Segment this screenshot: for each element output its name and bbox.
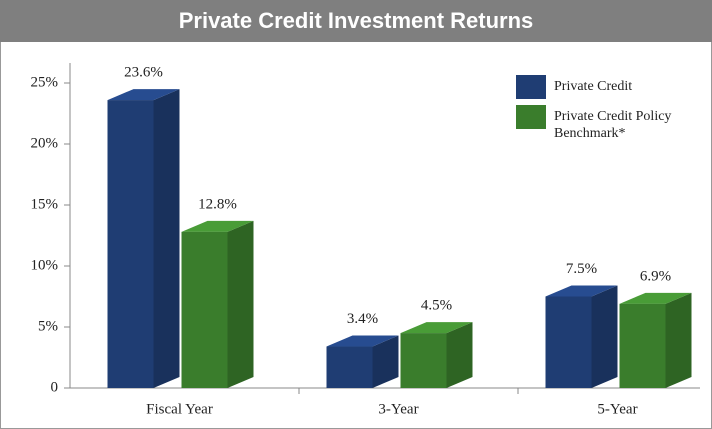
bar <box>107 89 180 388</box>
y-tick-label: 20% <box>31 135 59 151</box>
bar-front <box>400 333 447 388</box>
bar-top <box>181 220 254 232</box>
bar-top <box>619 292 692 304</box>
legend-label: Private Credit <box>554 79 633 94</box>
value-label: 23.6% <box>124 65 163 81</box>
bar-front <box>545 296 592 388</box>
bar <box>619 292 692 388</box>
bar-front <box>107 100 154 388</box>
y-tick-label: 15% <box>31 196 59 212</box>
y-tick-label: 25% <box>31 74 59 90</box>
legend-swatch <box>516 105 546 129</box>
y-tick-label: 5% <box>38 318 58 334</box>
bar-front <box>619 303 666 388</box>
bar-side <box>227 220 254 388</box>
bar-side <box>665 292 692 388</box>
x-tick-label: Fiscal Year <box>146 401 213 417</box>
value-label: 7.5% <box>566 261 597 277</box>
value-label: 4.5% <box>421 298 452 314</box>
bar-top <box>545 285 618 297</box>
bar-top <box>400 322 473 334</box>
value-label: 3.4% <box>347 311 378 327</box>
y-tick-label: 10% <box>31 257 59 273</box>
bar <box>400 322 473 388</box>
bar-top <box>107 89 180 101</box>
legend-label: Private Credit Policy Benchmark* <box>554 109 672 141</box>
x-tick-label: 5-Year <box>597 401 637 417</box>
bar-side <box>372 335 399 388</box>
bar-top <box>326 335 399 347</box>
bar <box>181 220 254 388</box>
chart-title: Private Credit Investment Returns <box>0 0 712 42</box>
bar-side <box>446 322 473 388</box>
x-tick-label: 3-Year <box>378 401 418 417</box>
bar-front <box>326 346 373 388</box>
bar <box>326 335 399 388</box>
bar <box>545 285 618 388</box>
y-tick-label: 0 <box>51 379 59 395</box>
value-label: 12.8% <box>198 196 237 212</box>
legend-swatch <box>516 75 546 99</box>
value-label: 6.9% <box>640 268 671 284</box>
bar-side <box>153 89 180 388</box>
bar-side <box>591 285 618 388</box>
bar-front <box>181 231 228 388</box>
